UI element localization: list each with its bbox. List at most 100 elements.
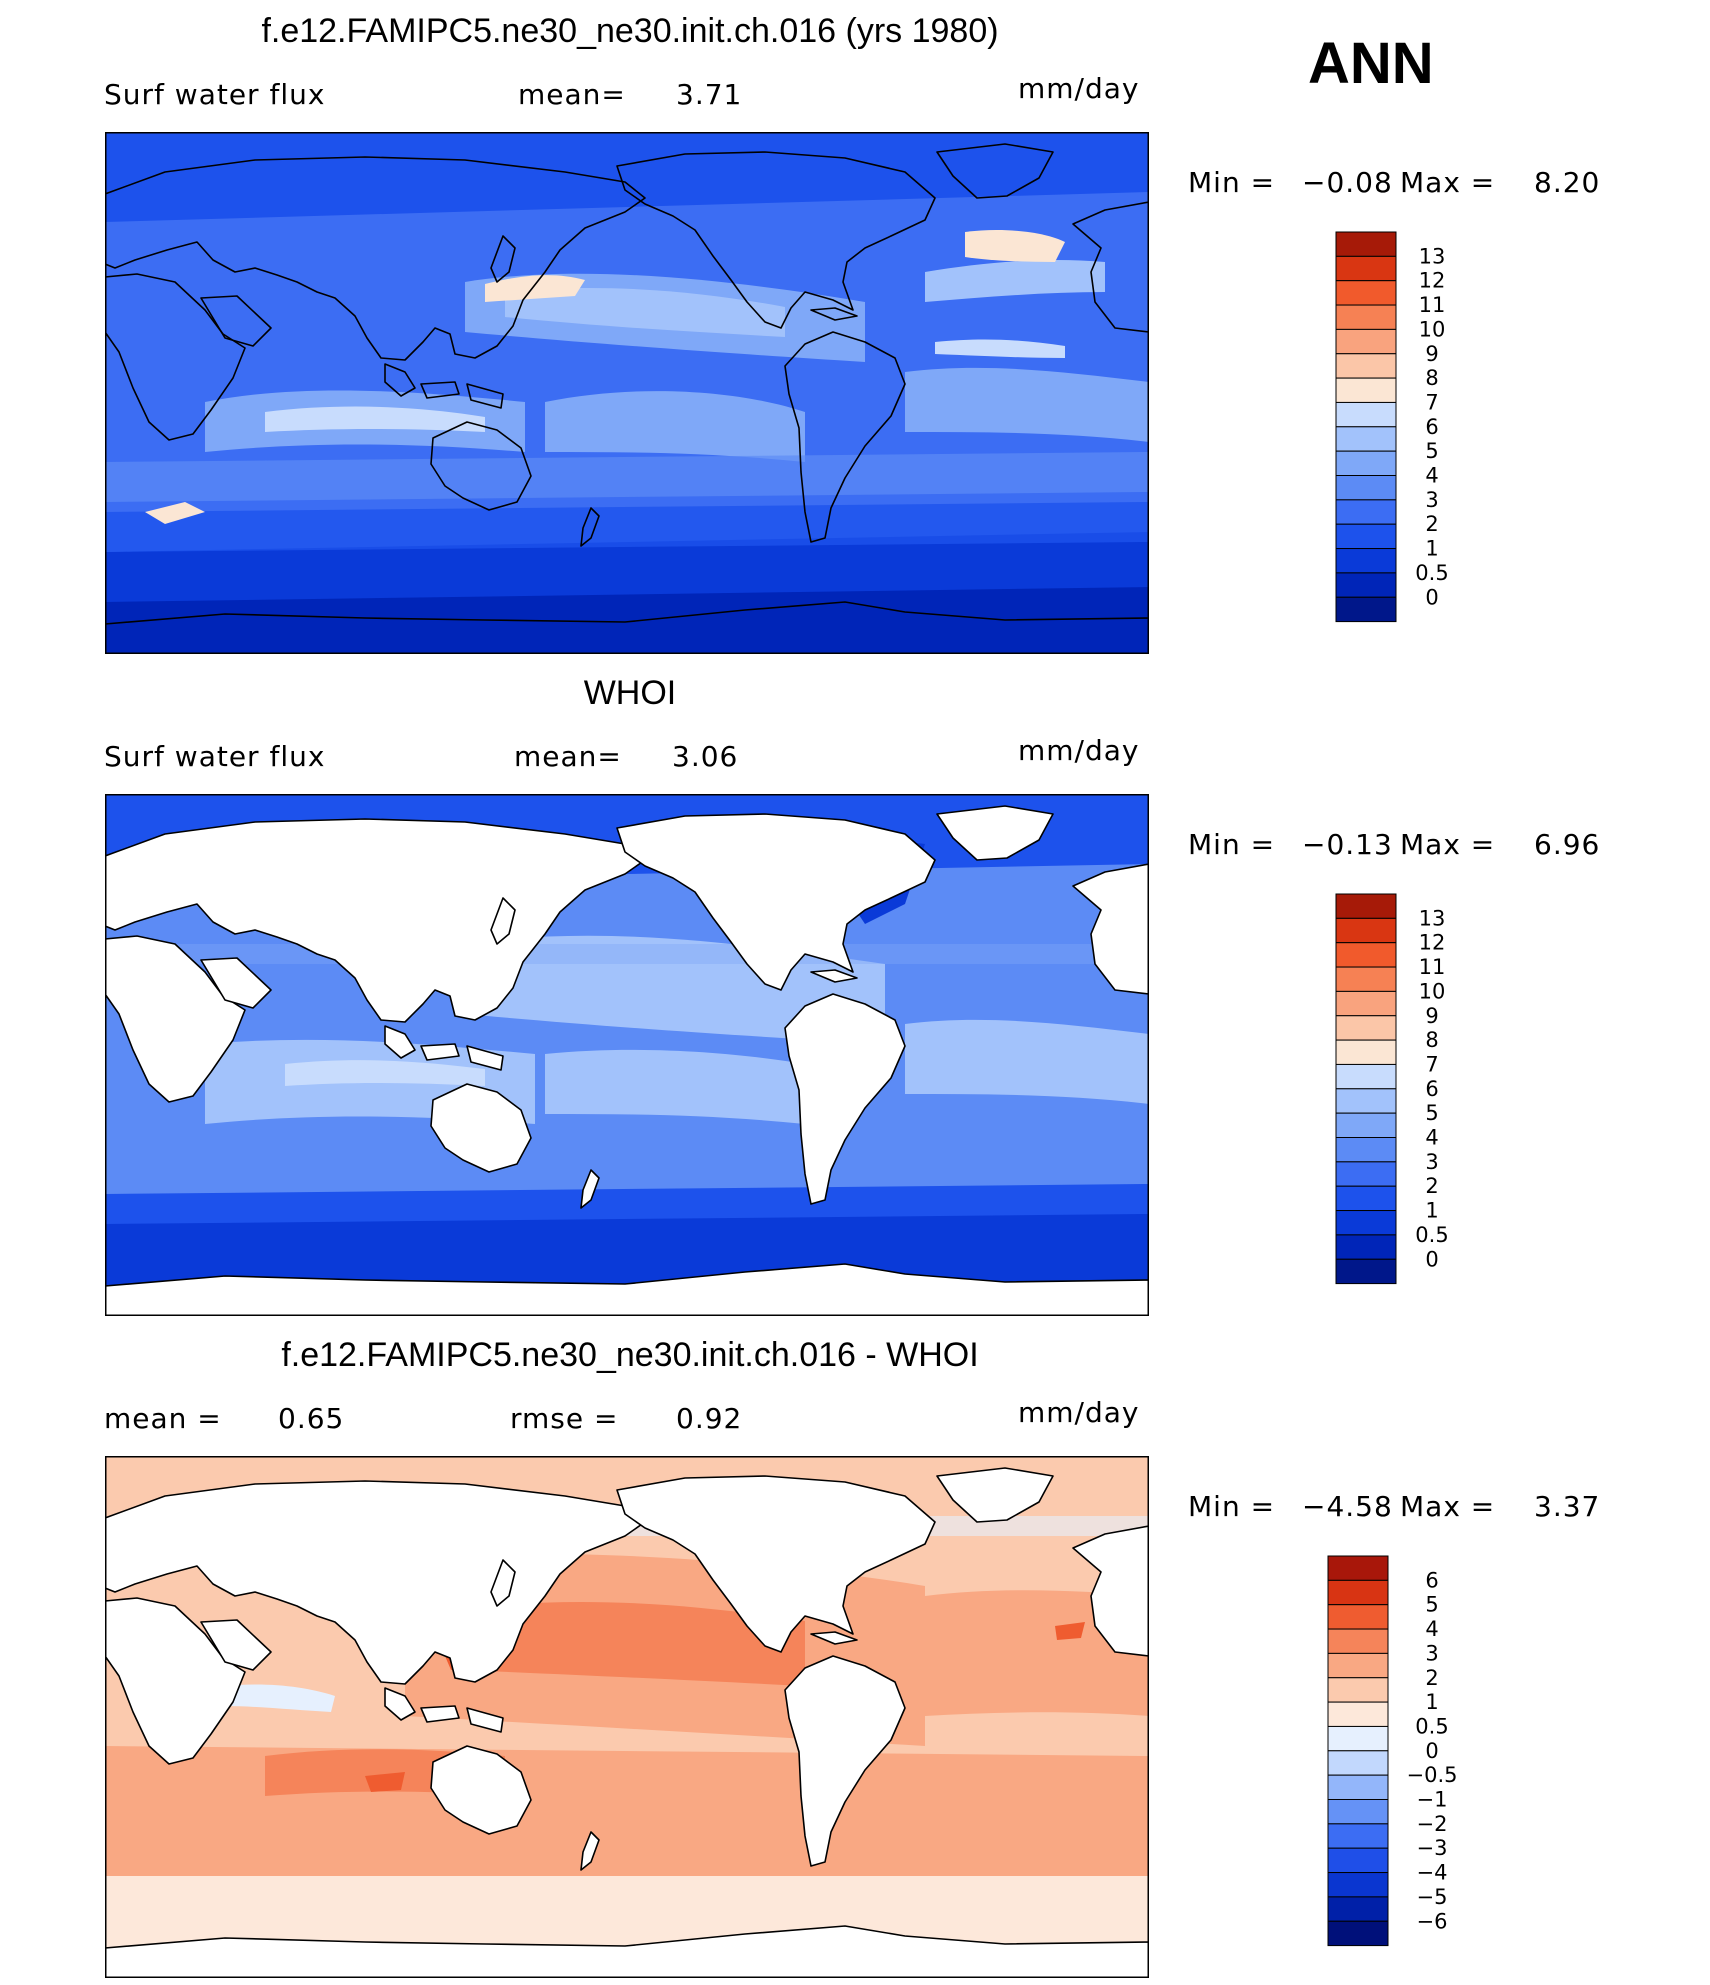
colorbar-tick-label: 11 bbox=[1419, 955, 1446, 979]
colorbar-box bbox=[1335, 450, 1397, 476]
colorbar-box bbox=[1327, 1628, 1389, 1654]
colorbar-box bbox=[1335, 1258, 1397, 1285]
rmse-value: 0.92 bbox=[676, 1402, 743, 1435]
colorbar-tick-label: 12 bbox=[1419, 931, 1446, 955]
colorbar-tick-label: 2 bbox=[1425, 512, 1438, 536]
colorbar-box bbox=[1335, 328, 1397, 355]
colorbar-tick-label: 7 bbox=[1425, 390, 1438, 414]
colorbar-tick-label: 3 bbox=[1425, 488, 1438, 512]
colorbar-tick-label: 4 bbox=[1425, 464, 1438, 488]
colorbar-tick-label: 9 bbox=[1425, 1004, 1438, 1028]
colorbar-tick-label: 2 bbox=[1425, 1174, 1438, 1198]
map-difference bbox=[105, 1456, 1149, 1978]
colorbar-box bbox=[1335, 353, 1397, 379]
colorbar-tick-label: 0 bbox=[1425, 1739, 1438, 1763]
min-label: Min = bbox=[1188, 1490, 1276, 1523]
colorbar-tick-label: 1 bbox=[1425, 1199, 1438, 1223]
colorbar-box bbox=[1335, 966, 1397, 992]
colorbar-box bbox=[1335, 231, 1397, 257]
colorbar-box bbox=[1327, 1725, 1389, 1752]
colorbar-box bbox=[1327, 1579, 1389, 1606]
colorbar-box bbox=[1327, 1555, 1389, 1581]
colorbar-box bbox=[1327, 1847, 1389, 1874]
mean-value: 3.06 bbox=[672, 740, 739, 773]
colorbar-box bbox=[1335, 990, 1397, 1017]
colorbar-tick-label: 1 bbox=[1425, 1690, 1438, 1714]
colorbar-box bbox=[1327, 1750, 1389, 1776]
colorbar-box bbox=[1335, 572, 1397, 598]
colorbar-tick-label: 1 bbox=[1425, 537, 1438, 561]
colorbar-box bbox=[1335, 1112, 1397, 1138]
mean-label: mean = bbox=[104, 1402, 222, 1435]
colorbar-box bbox=[1335, 280, 1397, 306]
units-label: mm/day bbox=[1018, 72, 1140, 105]
colorbar-tick-label: 4 bbox=[1425, 1126, 1438, 1150]
colorbar-tick-label: 0.5 bbox=[1415, 1714, 1448, 1738]
colorbar-tick-label: 3 bbox=[1425, 1150, 1438, 1174]
variable-label: Surf water flux bbox=[104, 740, 326, 773]
units-label: mm/day bbox=[1018, 734, 1140, 767]
colorbar-tick-label: 6 bbox=[1425, 1568, 1438, 1592]
colorbar-box bbox=[1335, 893, 1397, 919]
colorbar-box bbox=[1335, 942, 1397, 968]
colorbar-box bbox=[1327, 1677, 1389, 1703]
colorbar-tick-label: −3 bbox=[1417, 1836, 1448, 1860]
min-label: Min = bbox=[1188, 828, 1276, 861]
colorbar-box bbox=[1327, 1799, 1389, 1825]
colorbar-box bbox=[1327, 1604, 1389, 1630]
colorbar-box bbox=[1327, 1896, 1389, 1922]
map-frame bbox=[105, 132, 1149, 654]
colorbar-tick-label: −0.5 bbox=[1407, 1763, 1458, 1787]
colorbar-box bbox=[1327, 1774, 1389, 1800]
colorbar-tick-label: 10 bbox=[1419, 979, 1446, 1003]
colorbar-box bbox=[1335, 523, 1397, 550]
colorbar-tick-label: −6 bbox=[1417, 1909, 1448, 1933]
colorbar-tick-label: 0.5 bbox=[1415, 561, 1448, 585]
colorbar-tick-label: 0 bbox=[1425, 585, 1438, 609]
colorbar-box bbox=[1335, 548, 1397, 574]
colorbar-tick-label: −4 bbox=[1417, 1861, 1448, 1885]
colorbar-tick-label: −1 bbox=[1417, 1788, 1448, 1812]
map-model-flux bbox=[105, 132, 1149, 654]
colorbar-box bbox=[1335, 1137, 1397, 1163]
colorbar-box bbox=[1335, 1015, 1397, 1041]
panel-title: f.e12.FAMIPC5.ne30_ne30.init.ch.016 (yrs… bbox=[261, 12, 999, 50]
colorbar-tick-label: −5 bbox=[1417, 1885, 1448, 1909]
max-label: Max = bbox=[1400, 166, 1496, 199]
colorbar-tick-label: 5 bbox=[1425, 1101, 1438, 1125]
colorbar-tick-label: 13 bbox=[1419, 244, 1446, 268]
colorbar-tick-label: 3 bbox=[1425, 1641, 1438, 1665]
map-frame bbox=[105, 794, 1149, 1316]
colorbar-box bbox=[1335, 1063, 1397, 1090]
colorbar-tick-label: 6 bbox=[1425, 415, 1438, 439]
mean-value: 0.65 bbox=[278, 1402, 345, 1435]
max-label: Max = bbox=[1400, 828, 1496, 861]
coastlines bbox=[105, 143, 1149, 654]
colorbar-box bbox=[1335, 1088, 1397, 1114]
colorbar-box bbox=[1335, 499, 1397, 525]
colorbar-tick-label: 5 bbox=[1425, 1593, 1438, 1617]
colorbar-tick-label: 4 bbox=[1425, 1617, 1438, 1641]
coastlines bbox=[105, 1467, 1149, 1978]
colorbar-tick-label: 7 bbox=[1425, 1052, 1438, 1076]
min-value: −0.13 bbox=[1302, 828, 1393, 861]
panel-title: f.e12.FAMIPC5.ne30_ne30.init.ch.016 - WH… bbox=[281, 1336, 979, 1374]
colorbar-box bbox=[1335, 304, 1397, 330]
colorbar-box bbox=[1327, 1872, 1389, 1898]
min-value: −0.08 bbox=[1302, 166, 1393, 199]
season-label: ANN bbox=[1308, 31, 1434, 96]
units-label: mm/day bbox=[1018, 1396, 1140, 1429]
colorbar-tick-label: 12 bbox=[1419, 269, 1446, 293]
colorbar-tick-label: 6 bbox=[1425, 1077, 1438, 1101]
colorbar-tick-label: 13 bbox=[1419, 906, 1446, 930]
colorbar-box bbox=[1335, 1161, 1397, 1187]
colorbar-box bbox=[1335, 426, 1397, 452]
max-value: 8.20 bbox=[1534, 166, 1601, 199]
mean-value: 3.71 bbox=[676, 78, 743, 111]
colorbar-box bbox=[1335, 596, 1397, 623]
max-value: 3.37 bbox=[1534, 1490, 1601, 1523]
variable-label: Surf water flux bbox=[104, 78, 326, 111]
